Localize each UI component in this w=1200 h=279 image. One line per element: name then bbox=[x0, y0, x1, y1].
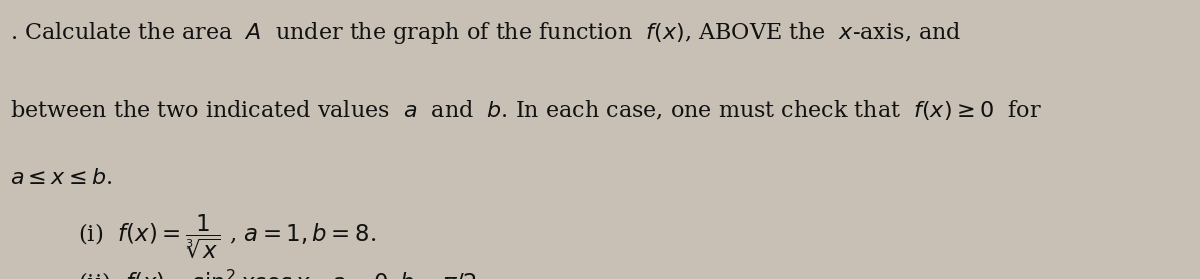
Text: . Calculate the area  $A$  under the graph of the function  $f(x)$, ABOVE the  $: . Calculate the area $A$ under the graph… bbox=[10, 20, 961, 45]
Text: (ii)  $f(x) = \sin^2 x \cos x$ , $a = 0, b = \pi/2$.: (ii) $f(x) = \sin^2 x \cos x$ , $a = 0, … bbox=[78, 268, 485, 279]
Text: $a\leq x\leq b$.: $a\leq x\leq b$. bbox=[10, 167, 112, 189]
Text: (i)  $f(x) = \dfrac{1}{\sqrt[3]{x}}$ , $a = 1, b = 8$.: (i) $f(x) = \dfrac{1}{\sqrt[3]{x}}$ , $a… bbox=[78, 212, 377, 260]
Text: between the two indicated values  $a$  and  $b$. In each case, one must check th: between the two indicated values $a$ and… bbox=[10, 98, 1042, 122]
